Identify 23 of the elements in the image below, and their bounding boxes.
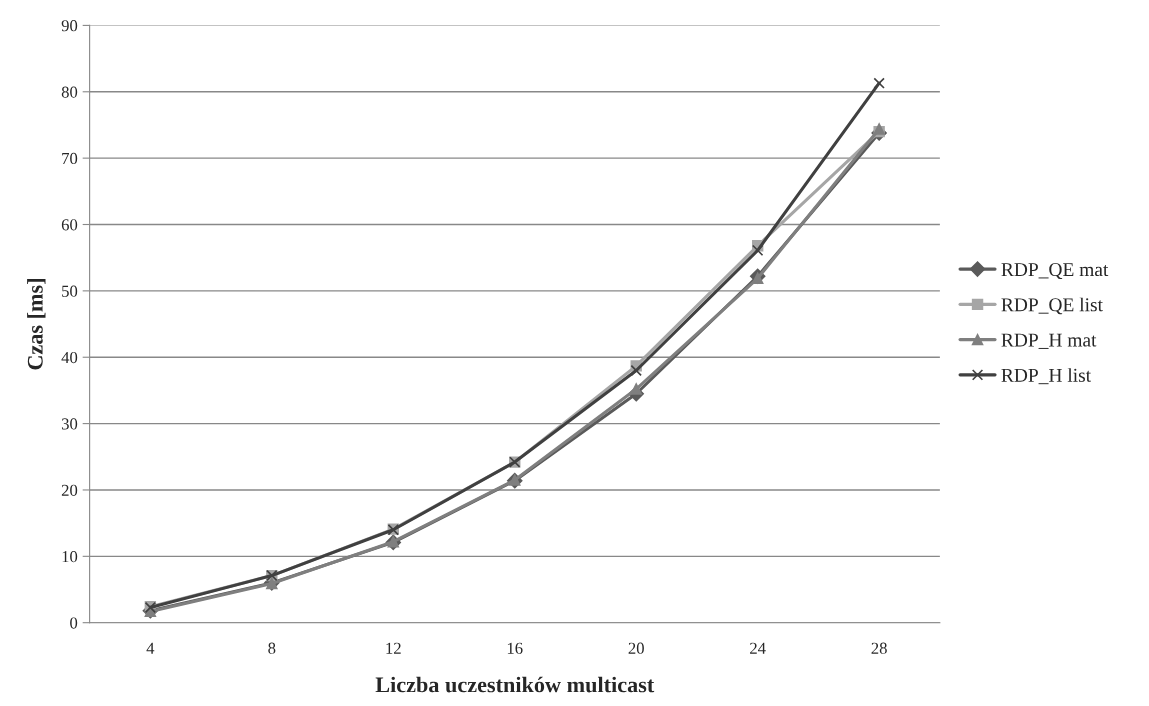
- legend-label: RDP_H mat: [1001, 333, 1097, 349]
- y-tick-label: 20: [61, 484, 78, 496]
- y-tick-label: 90: [61, 20, 78, 32]
- x-tick-label: 20: [628, 642, 644, 654]
- x-tick-label: 8: [268, 642, 276, 654]
- y-tick-label: 0: [70, 617, 78, 629]
- x-tick-label: 12: [386, 642, 401, 654]
- y-tick-label: 10: [62, 551, 78, 563]
- y-tick-label: 30: [61, 418, 78, 430]
- y-tick-label: 60: [61, 219, 78, 231]
- x-tick-label: 4: [146, 642, 155, 654]
- y-tick-label: 70: [62, 152, 78, 165]
- x-axis-title: Liczba uczestników multicast: [375, 676, 655, 693]
- legend-label: RDP_QE list: [1001, 297, 1103, 315]
- x-tick-label: 16: [507, 642, 523, 654]
- x-tick-label: 28: [871, 642, 887, 654]
- y-tick-label: 40: [61, 351, 78, 364]
- y-tick-label: 50: [62, 285, 78, 297]
- legend-label: RDP_QE mat: [1001, 263, 1109, 280]
- legend-label: RDP_H list: [1001, 368, 1091, 385]
- y-tick-label: 80: [61, 86, 78, 98]
- x-tick-label: 24: [750, 642, 766, 654]
- y-axis-title: Czas [ms]: [27, 279, 46, 370]
